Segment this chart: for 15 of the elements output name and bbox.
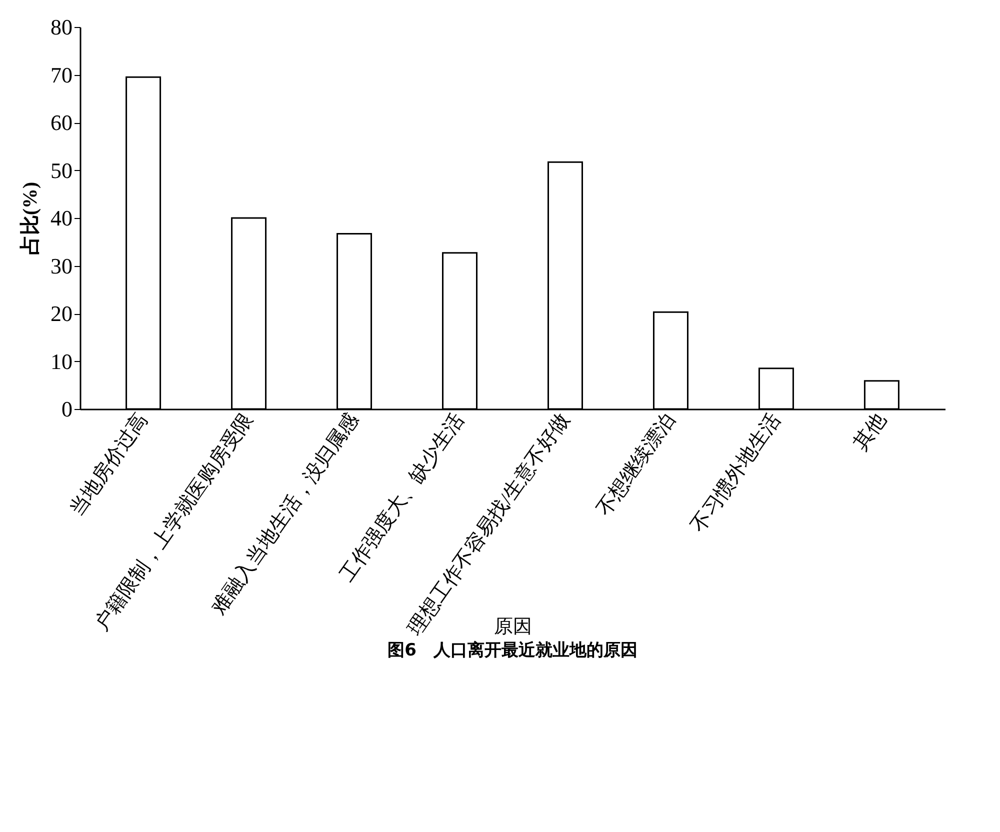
y-tick-label: 70 [50, 62, 72, 88]
y-tick-label: 10 [50, 348, 72, 374]
text: 图6 人口离开最近就业地的原因 [388, 640, 638, 660]
x-tick-label: 不习惯外地生活 [686, 409, 786, 536]
x-tick-label: 其他 [850, 409, 891, 455]
y-tick-label: 50 [50, 158, 72, 183]
y-tick-label: 30 [50, 253, 72, 278]
y-tick-label: 0 [62, 396, 72, 422]
x-tick-label: 不想继续漂泊 [592, 409, 680, 520]
y-tick-label: 40 [50, 206, 72, 230]
y-axis-title: 占比(%) [20, 182, 42, 256]
y-tick-label: 80 [50, 14, 72, 40]
y-tick-label: 60 [50, 110, 72, 135]
x-axis-title: 原因 [494, 616, 532, 638]
y-tick-label: 20 [50, 301, 72, 326]
